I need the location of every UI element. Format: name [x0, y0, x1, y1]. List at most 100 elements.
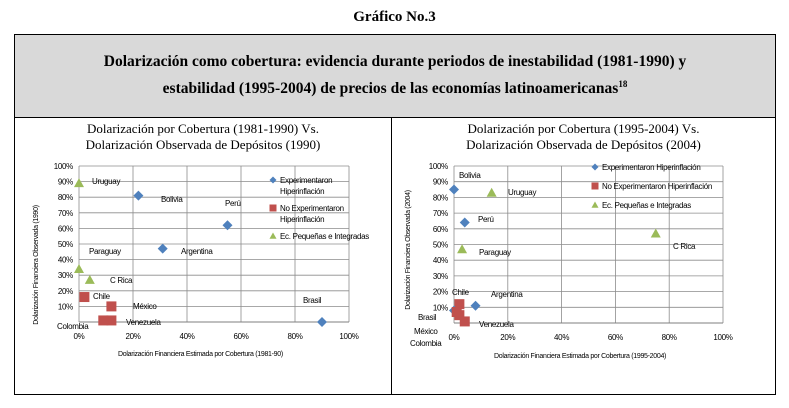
chart-right-point-chile	[454, 299, 465, 310]
chart-right-point-argentina	[470, 300, 481, 311]
chart-right-title-line2: Dolarización Observada de Depósitos (200…	[466, 137, 701, 152]
chart-right-ytick: 40%	[433, 256, 448, 265]
chart-left-xtick: 20%	[125, 332, 140, 341]
chart-left-point-chile	[79, 292, 90, 303]
chart-right-area	[398, 155, 770, 368]
chart-left-xtick: 60%	[233, 332, 248, 341]
chart-left-ytick: 70%	[58, 209, 73, 218]
header-line-2: estabilidad (1995-2004) de precios de la…	[162, 80, 619, 98]
chart-right-point-uruguay	[486, 187, 497, 197]
chart-left-point-label: Perú	[225, 199, 241, 208]
chart-left-legend-label: Hiperinflación	[280, 215, 324, 224]
chart-right-point-label: Brasil	[418, 313, 437, 322]
chart-right-ytick: 50%	[433, 241, 448, 250]
chart-left-point-paraguay	[74, 263, 84, 273]
chart-right-legend-marker	[591, 201, 599, 208]
chart-left-xtick: 80%	[287, 332, 302, 341]
chart-left-point-mxico	[106, 301, 117, 312]
header-line-1: Dolarización como cobertura: evidencia d…	[103, 53, 687, 71]
chart-right-ytick: 90%	[433, 178, 448, 187]
chart-left-point-argentina	[157, 243, 168, 254]
chart-right-legend-label: No Experimentaron Hiperinflación	[602, 182, 712, 191]
chart-right-point-venezuela	[459, 316, 470, 327]
column-divider	[391, 118, 392, 395]
chart-left-point-uruguay	[74, 178, 84, 188]
chart-right-point-crica	[650, 228, 661, 238]
chart-right-point-label: Venezuela	[479, 320, 515, 329]
chart-right-point-label: Colombia	[410, 339, 442, 348]
chart-left-ytick: 90%	[58, 178, 73, 187]
chart-right-legend-marker	[591, 182, 599, 190]
chart-left-title-line2: Dolarización Observada de Depósitos (199…	[85, 137, 321, 152]
chart-right-ytick: 60%	[433, 225, 448, 234]
chart-left-xtick: 100%	[339, 332, 358, 341]
chart-left-title-line1: Dolarización por Cobertura (1981-1990) V…	[87, 121, 319, 136]
chart-left-point-colombia	[98, 315, 109, 326]
chart-right-xtick: 100%	[713, 333, 732, 342]
chart-right-point-per	[459, 217, 470, 228]
chart-left-point-bolivia	[133, 190, 144, 201]
chart-left-legend-label: Hiperinflación	[280, 187, 324, 196]
chart-right-ylabel: Dolarización Financiera Observada (2004)	[405, 190, 412, 310]
chart-left-ytick: 100%	[54, 162, 73, 171]
chart-right-ytick: 100%	[429, 162, 448, 171]
figure-header: Dolarización como cobertura: evidencia d…	[15, 35, 775, 118]
chart-left-area	[25, 155, 380, 368]
chart-left-point-venezuela	[106, 315, 117, 326]
chart-left-ytick: 10%	[58, 302, 73, 311]
chart-left-legend-label: Experimentaron	[280, 176, 332, 185]
chart-left-ytick: 30%	[58, 271, 73, 280]
chart-left-legend-marker	[269, 176, 277, 184]
footnote-ref: 18	[618, 79, 628, 90]
chart-right-point-bolivia	[449, 184, 459, 195]
chart-right-xtick: 0%	[449, 333, 460, 342]
chart-right-point-label: Perú	[478, 215, 494, 224]
chart-right-point-label: Bolivia	[459, 171, 481, 180]
chart-left-legend-marker	[269, 204, 277, 212]
chart-left-point-crica	[84, 274, 95, 284]
chart-left-point-label: C Rica	[110, 276, 133, 285]
chart-left-xlabel: Dolarización Financiera Estimada por Cob…	[118, 351, 283, 358]
chart-right-point-label: Paraguay	[479, 248, 511, 257]
chart-left-point-label: Paraguay	[89, 247, 121, 256]
chart-left-point-per	[222, 220, 233, 231]
chart-right-legend-label: Experimentaron Hiperinflación	[602, 163, 700, 172]
figure-title: Gráfico No.3	[353, 9, 436, 25]
chart-right-ytick: 70%	[433, 209, 448, 218]
chart-left-ytick: 40%	[58, 256, 73, 265]
chart-right-ytick: 20%	[433, 288, 448, 297]
chart-right-point-label: Chile	[452, 288, 470, 297]
chart-right-title-line1: Dolarización por Cobertura (1995-2004) V…	[467, 121, 700, 136]
chart-left-xtick: 0%	[74, 332, 85, 341]
chart-right-point-paraguay	[457, 244, 468, 254]
chart-left-xtick: 40%	[179, 332, 194, 341]
chart-left-legend-label: No Experimentaron	[280, 204, 344, 213]
chart-right-legend-label: Ec. Pequeñas e Integradas	[602, 201, 691, 210]
chart-left-point-label: Brasil	[303, 296, 322, 305]
chart-right-point-colombia	[454, 310, 465, 321]
chart-right-ytick: 30%	[433, 272, 448, 281]
chart-right-ytick: 10%	[433, 303, 448, 312]
chart-right-xlabel: Dolarización Financiera Estimada por Cob…	[494, 353, 666, 360]
chart-left-point-brasil	[317, 317, 327, 327]
chart-left-point-label: Venezuela	[126, 318, 162, 327]
chart-left-ytick: 80%	[58, 193, 73, 202]
chart-right-xtick: 60%	[608, 333, 623, 342]
chart-right-ytick: 80%	[433, 193, 448, 202]
chart-left-point-label: Bolivia	[161, 195, 183, 204]
chart-right-title: Dolarización por Cobertura (1995-2004) V…	[392, 121, 775, 153]
chart-right-point-label: Argentina	[491, 290, 523, 299]
chart-right-point-label: México	[414, 327, 438, 336]
chart-right-xtick: 80%	[662, 333, 677, 342]
chart-left-ylabel: Dolarización Financiera Observada (1990)	[33, 205, 40, 325]
chart-left-legend-label: Ec. Pequeñas e Integradas	[280, 232, 369, 241]
chart-left-title: Dolarización por Cobertura (1981-1990) V…	[15, 121, 391, 153]
chart-right-xtick: 40%	[554, 333, 569, 342]
chart-left-ytick: 20%	[58, 287, 73, 296]
chart-left-point-label: Colombia	[57, 322, 89, 331]
chart-left-point-label: Chile	[93, 292, 111, 301]
chart-left-point-label: México	[133, 302, 157, 311]
chart-right-legend-marker	[591, 163, 599, 171]
figure-frame	[14, 34, 776, 395]
